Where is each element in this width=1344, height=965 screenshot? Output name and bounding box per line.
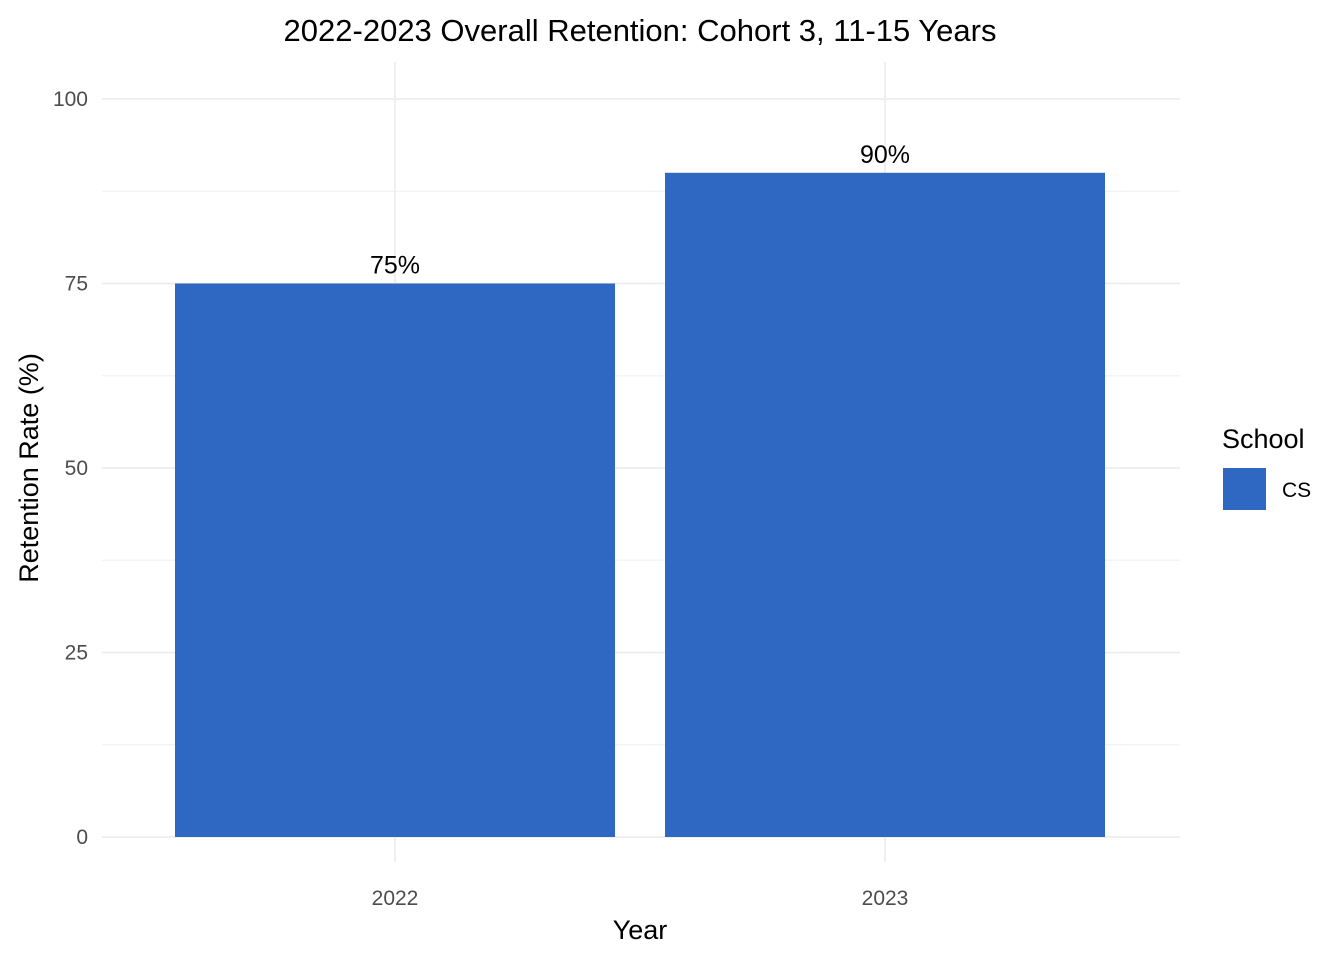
bar-2023 [665, 172, 1105, 838]
x-axis-ticks: 2022 2023 [372, 887, 909, 910]
y-tick-label: 25 [65, 642, 88, 665]
chart-title: 2022-2023 Overall Retention: Cohort 3, 1… [284, 13, 997, 48]
bar-2022 [175, 283, 615, 837]
data-label-2023: 90% [860, 141, 910, 169]
x-tick-label: 2022 [372, 887, 419, 910]
data-labels: 75% 90% [370, 141, 910, 280]
bars [175, 172, 1105, 838]
legend-entries: CS [1223, 468, 1311, 510]
y-tick-label: 75 [65, 273, 88, 296]
legend-title: School [1222, 424, 1305, 454]
y-tick-label: 100 [53, 88, 88, 111]
legend: School CS [1222, 424, 1311, 510]
x-axis-title: Year [613, 915, 668, 945]
y-axis-ticks: 0 25 50 75 100 [53, 88, 88, 849]
y-axis-title: Retention Rate (%) [14, 353, 44, 583]
x-tick-label: 2023 [862, 887, 909, 910]
legend-label: CS [1282, 479, 1311, 502]
legend-swatch [1223, 468, 1266, 510]
y-tick-label: 0 [76, 826, 88, 849]
y-tick-label: 50 [65, 457, 88, 480]
data-label-2022: 75% [370, 252, 420, 280]
